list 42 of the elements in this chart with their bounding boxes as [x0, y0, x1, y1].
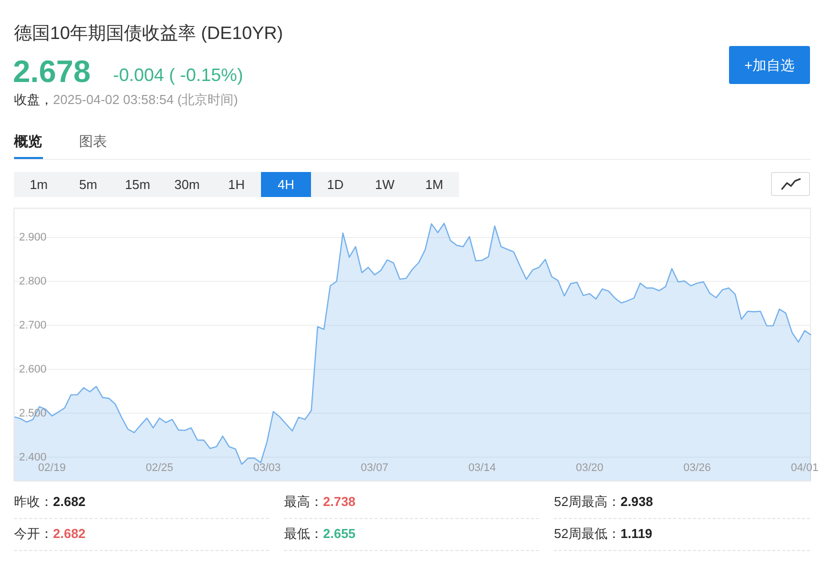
text: 2.678	[13, 52, 91, 90]
x-tick-label: 03/14	[468, 462, 496, 474]
chart-title: 德国10年期国债收益率 (DE10YR)	[14, 22, 284, 44]
text: 52周最高：	[554, 494, 620, 509]
text: 30m	[173, 176, 201, 194]
text: 最低：	[284, 526, 323, 541]
text: 2.682	[53, 526, 86, 541]
x-tick-label: 03/26	[683, 462, 711, 474]
text: 15m	[124, 176, 152, 194]
y-tick-label: 2.800	[19, 275, 47, 288]
x-tick-label: 02/25	[146, 462, 174, 474]
x-tick-label: 03/20	[576, 462, 604, 474]
text: 1D	[326, 176, 345, 194]
text: 最高：	[284, 494, 323, 509]
text: 2025-04-02 03:58:54 (北京时间)	[53, 92, 238, 108]
y-tick-label: 2.700	[19, 319, 47, 332]
text: 52周最低：	[554, 526, 620, 541]
text: 今开：	[14, 526, 53, 541]
text: 1W	[374, 176, 396, 194]
text: 2.682	[53, 494, 86, 509]
text: 2.738	[323, 494, 356, 509]
y-tick-label: 2.900	[19, 231, 47, 244]
text: 概览	[14, 132, 42, 150]
text: 2.938	[620, 494, 654, 509]
text: 5m	[78, 176, 98, 194]
x-tick-label: 03/07	[360, 462, 388, 474]
text: +加自选	[729, 46, 810, 84]
text: -0.004 ( -0.15%)	[113, 64, 244, 86]
text: 图表	[79, 132, 107, 150]
text: 1.119	[620, 526, 652, 541]
text: 昨收：	[14, 494, 53, 509]
text: 1m	[28, 176, 49, 194]
text: 1H	[227, 176, 246, 194]
y-tick-label: 2.400	[19, 451, 47, 464]
x-tick-label: 02/19	[38, 462, 66, 474]
text: 1M	[424, 176, 444, 194]
text: 2.655	[323, 526, 356, 541]
text: 4H	[261, 172, 311, 197]
y-tick-label: 2.600	[19, 363, 47, 376]
text: 收盘，	[14, 92, 53, 108]
x-tick-label: 04/01	[790, 462, 818, 474]
x-tick-label: 03/03	[253, 462, 281, 474]
